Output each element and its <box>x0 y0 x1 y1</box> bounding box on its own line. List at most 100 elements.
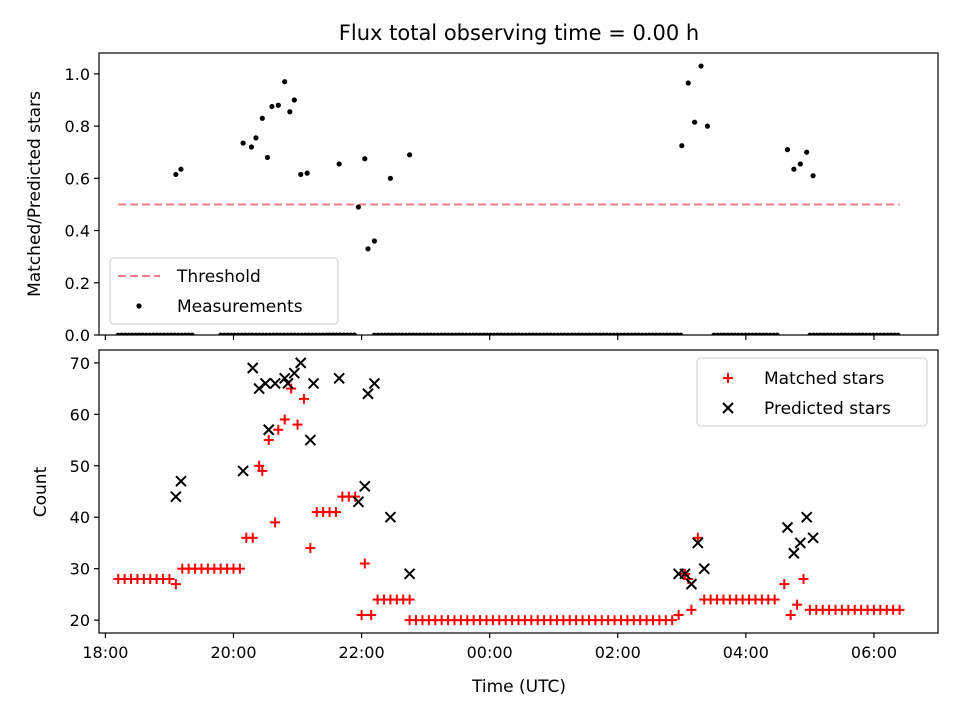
measurement-point <box>362 156 368 162</box>
predicted-star-point <box>368 377 381 390</box>
legend-measurements-label: Measurements <box>177 297 303 317</box>
bottom-y-tick-label: 30 <box>70 560 90 579</box>
measurement-point <box>407 152 413 158</box>
predicted-star-point <box>269 377 281 390</box>
legend-threshold-label: Threshold <box>176 267 261 287</box>
measurement-point <box>253 135 259 141</box>
top-legend-box <box>109 257 339 325</box>
top-y-tick-label: 0.8 <box>65 117 90 136</box>
matched-star-point <box>298 393 309 404</box>
predicted-star-point <box>794 537 807 549</box>
predicted-star-point <box>698 562 710 575</box>
predicted-star-point <box>788 547 800 559</box>
bottom-y-tick-label: 70 <box>70 354 90 373</box>
predicted-star-point <box>282 377 294 390</box>
bottom-x-tick-label: 00:00 <box>467 643 513 662</box>
matched-star-point <box>785 609 796 620</box>
bottom-x-tick-label: 06:00 <box>851 643 897 662</box>
top-y-tick-label: 0.6 <box>65 169 90 188</box>
measurement-point <box>336 161 342 167</box>
matched-star-point <box>366 609 377 620</box>
measurement-point <box>178 166 184 172</box>
predicted-star-point <box>237 465 249 477</box>
matched-star-point <box>263 435 274 446</box>
measurement-point <box>371 238 377 244</box>
measurement-point <box>698 63 704 69</box>
predicted-star-point <box>304 434 317 446</box>
measurement-point <box>804 149 810 155</box>
bottom-plot-area <box>113 357 905 626</box>
bottom-x-axis-label: Time (UTC) <box>471 677 566 697</box>
top-y-tick-label: 0.0 <box>65 326 90 345</box>
predicted-star-point <box>295 357 307 369</box>
predicted-star-point <box>692 537 704 549</box>
top-legend: Threshold Measurements <box>109 257 339 325</box>
bottom-x-tick-label: 02:00 <box>595 643 641 662</box>
legend-predicted-marker <box>722 402 734 414</box>
predicted-star-point <box>679 568 691 580</box>
legend-matched-label: Matched stars <box>764 369 884 389</box>
legend-matched-swatch <box>723 373 733 383</box>
predicted-star-point <box>807 532 819 544</box>
matched-star-point <box>699 594 710 605</box>
predicted-star-point <box>352 496 365 508</box>
predicted-star-point <box>263 424 275 436</box>
legend-predicted-swatch <box>722 402 734 414</box>
matched-star-point <box>247 532 258 543</box>
matched-star-point <box>686 604 697 615</box>
bottom-legend: Matched stars Predicted stars <box>696 357 928 427</box>
measurement-point <box>240 140 246 146</box>
measurement-point <box>704 123 711 129</box>
measurement-point <box>679 143 685 149</box>
measurement-point <box>692 119 698 125</box>
predicted-star-point <box>175 475 187 487</box>
bottom-x-tick-label: 22:00 <box>339 643 385 662</box>
measurement-point <box>784 147 791 153</box>
top-plot-frame <box>98 52 939 336</box>
measurement-point <box>287 109 293 115</box>
matched-star-point <box>273 424 284 435</box>
matched-star-point <box>359 558 370 569</box>
bottom-x-tick-label: 20:00 <box>210 643 256 662</box>
bottom-legend-box <box>696 357 928 427</box>
bottom-y-tick-label: 60 <box>70 405 90 424</box>
predicted-star-point <box>362 388 374 400</box>
predicted-star-point <box>288 367 301 379</box>
measurement-point <box>791 166 797 172</box>
measurement-point <box>173 171 179 178</box>
predicted-star-point <box>279 372 291 385</box>
predicted-star-point <box>359 480 371 493</box>
top-chart-title: Flux total observing time = 0.00 h <box>339 21 699 45</box>
bottom-y-axis-label: Count <box>31 466 51 517</box>
measurement-point <box>355 204 361 210</box>
legend-matched-marker <box>723 373 733 383</box>
predicted-star-point <box>403 568 416 580</box>
bottom-plot-frame <box>98 349 939 634</box>
measurement-point <box>304 170 310 176</box>
matched-star-point <box>894 604 905 615</box>
matched-star-point <box>254 460 265 471</box>
measurement-point <box>248 144 255 150</box>
bottom-panel: 18:00 20:00 22:00 00:00 02:00 04:00 06:00 20 30 4… <box>70 349 939 662</box>
predicted-star-point <box>259 377 272 390</box>
top-panel: 0.0 0.2 0.4 0.6 0.8 1.0 <box>65 52 939 345</box>
matched-star-point <box>305 543 316 554</box>
matched-star-point <box>234 563 245 574</box>
matched-star-point <box>356 609 367 620</box>
matched-star-point <box>404 594 415 605</box>
measurement-point <box>259 115 265 121</box>
measurement-point <box>365 246 371 252</box>
predicted-star-point <box>384 511 397 523</box>
measurement-point <box>797 161 803 167</box>
measurement-point <box>282 79 288 85</box>
matched-star-point <box>292 419 303 430</box>
measurement-point <box>269 103 275 110</box>
top-y-tick-label: 0.2 <box>65 274 90 293</box>
predicted-star-point <box>333 372 345 385</box>
matched-star-point <box>692 532 703 543</box>
matched-star-point <box>673 609 684 620</box>
matched-star-point <box>279 414 290 425</box>
matched-star-point <box>792 599 803 610</box>
top-y-axis-label: Matched/Predicted stars <box>25 91 45 297</box>
